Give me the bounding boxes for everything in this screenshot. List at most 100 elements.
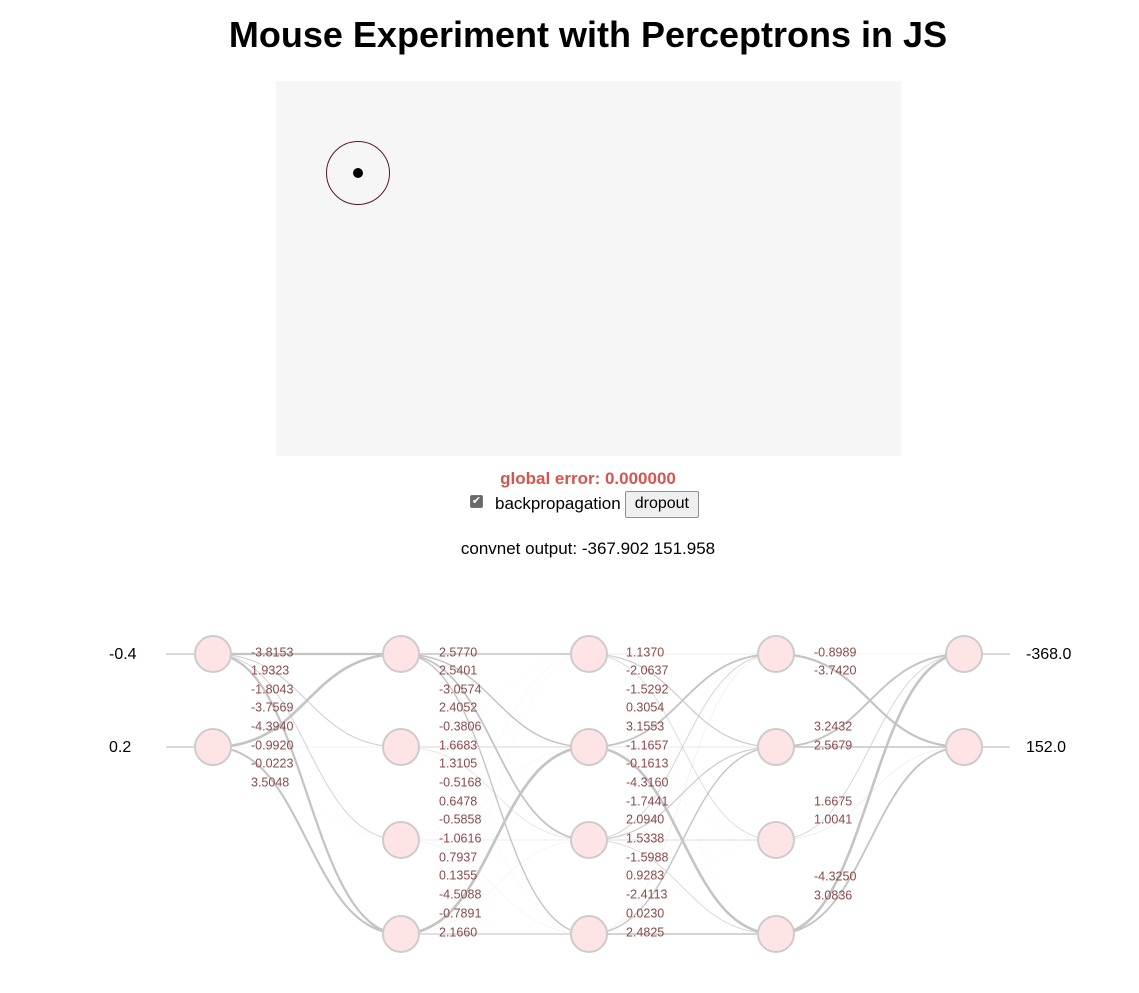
weight-label: -1.1657 xyxy=(626,738,668,752)
weight-label: -0.0223 xyxy=(251,756,293,770)
weight-label: -0.3806 xyxy=(439,719,481,733)
backpropagation-label: backpropagation xyxy=(495,494,621,513)
weight-label: 2.1660 xyxy=(439,925,477,939)
weight-label: -1.8043 xyxy=(251,682,293,696)
network-edge xyxy=(775,652,965,936)
network-node xyxy=(194,635,232,673)
weight-label: -1.5292 xyxy=(626,682,668,696)
weight-label: 1.6675 xyxy=(814,794,852,808)
controls-row: ✔ backpropagation dropout xyxy=(468,490,699,518)
network-node xyxy=(382,728,420,766)
weight-label: -3.7420 xyxy=(814,663,856,677)
convnet-output-text: convnet output: -367.902 151.958 xyxy=(460,539,716,558)
network-node xyxy=(757,821,795,859)
network-diagram: -3.8153 1.9323 -1.8043 -3.7569 -4.3940 -0.992… xyxy=(0,600,1139,988)
mouse-canvas[interactable] xyxy=(276,81,901,456)
weight-label: 3.0836 xyxy=(814,888,852,902)
network-edge xyxy=(400,653,590,748)
target-ring xyxy=(326,141,390,205)
network-node xyxy=(757,728,795,766)
weight-label: -1.7441 xyxy=(626,794,668,808)
network-edge xyxy=(400,653,590,748)
weight-label: -3.0574 xyxy=(439,682,481,696)
dropout-button[interactable]: dropout xyxy=(624,490,699,518)
network-edge xyxy=(775,653,965,841)
network-node xyxy=(945,728,983,766)
network-edge xyxy=(588,746,777,935)
network-edge xyxy=(400,746,590,841)
backpropagation-checkbox[interactable]: ✔ xyxy=(470,494,483,508)
network-node xyxy=(570,728,608,766)
input-value: 0.2 xyxy=(109,739,131,756)
input-value: -0.4 xyxy=(109,646,137,663)
weight-label: 0.0230 xyxy=(626,906,664,920)
weight-label: 2.4825 xyxy=(626,925,664,939)
weight-label: -2.4113 xyxy=(626,887,668,901)
weight-label: 3.2432 xyxy=(814,719,852,733)
weight-label: 1.6683 xyxy=(439,738,477,752)
weight-label: 0.3054 xyxy=(626,700,664,714)
weight-label: -0.8989 xyxy=(814,645,856,659)
network-node xyxy=(570,915,608,953)
network-node xyxy=(382,635,420,673)
network-node xyxy=(570,821,608,859)
network-edge xyxy=(400,839,590,935)
weight-label: 0.7937 xyxy=(439,850,477,864)
weight-label: -4.3250 xyxy=(814,869,856,883)
network-edge xyxy=(588,839,777,935)
weight-label: -0.9920 xyxy=(251,738,293,752)
weight-label: 3.1553 xyxy=(626,719,664,733)
network-edge xyxy=(212,652,402,936)
weight-label: 0.9283 xyxy=(626,868,664,882)
weight-label: 0.1355 xyxy=(439,868,477,882)
weight-label: -2.0637 xyxy=(626,663,668,677)
weight-label: -0.5168 xyxy=(439,775,481,789)
network-node xyxy=(382,821,420,859)
network-edge xyxy=(588,746,777,841)
network-svg: -3.8153 1.9323 -1.8043 -3.7569 -4.3940 -0.992… xyxy=(109,635,1071,953)
weight-label: 1.0041 xyxy=(814,812,852,826)
weight-label: 1.9323 xyxy=(251,663,289,677)
network-edge xyxy=(400,653,590,935)
network-edge xyxy=(588,653,777,841)
weight-label: -4.5088 xyxy=(439,887,481,901)
labels-layer: -3.8153 1.9323 -1.8043 -3.7569 -4.3940 -0.992… xyxy=(109,645,1071,939)
network-edge xyxy=(588,839,777,935)
weight-label: 2.5401 xyxy=(439,663,477,677)
weight-label: -3.7569 xyxy=(251,700,293,714)
weight-label: -0.7891 xyxy=(439,906,481,920)
weight-label: 1.1370 xyxy=(626,645,664,659)
target-dot xyxy=(353,168,363,178)
page-title: Mouse Experiment with Perceptrons in JS xyxy=(228,14,948,55)
nodes-layer xyxy=(194,635,983,953)
network-node xyxy=(945,635,983,673)
network-node xyxy=(570,635,608,673)
network-edge xyxy=(212,746,402,841)
output-value: 152.0 xyxy=(1026,739,1066,756)
network-edge xyxy=(400,745,590,936)
network-edge xyxy=(775,746,965,935)
weight-label: 2.5679 xyxy=(814,738,852,752)
network-edge xyxy=(212,745,402,936)
network-node xyxy=(382,915,420,953)
network-edge xyxy=(400,746,590,841)
weight-label: 3.5048 xyxy=(251,775,289,789)
weight-label: -0.1613 xyxy=(626,756,668,770)
global-error-text: global error: 0.000000 xyxy=(500,469,676,488)
weight-label: 1.5338 xyxy=(626,831,664,845)
weight-label: -3.8153 xyxy=(251,645,293,659)
weight-label: 1.3105 xyxy=(439,756,477,770)
weight-label: 0.6478 xyxy=(439,794,477,808)
network-node xyxy=(757,915,795,953)
weight-label: -4.3940 xyxy=(251,719,293,733)
mouse-canvas-drawing xyxy=(326,141,390,205)
weight-label: 2.4052 xyxy=(439,700,477,714)
output-value: -368.0 xyxy=(1026,646,1071,663)
weight-label: 2.5770 xyxy=(439,645,477,659)
weight-label: -4.3160 xyxy=(626,775,668,789)
network-node xyxy=(757,635,795,673)
network-edge xyxy=(775,653,965,748)
weight-label: -1.5988 xyxy=(626,850,668,864)
network-edge xyxy=(212,652,402,749)
network-edge xyxy=(400,839,590,935)
